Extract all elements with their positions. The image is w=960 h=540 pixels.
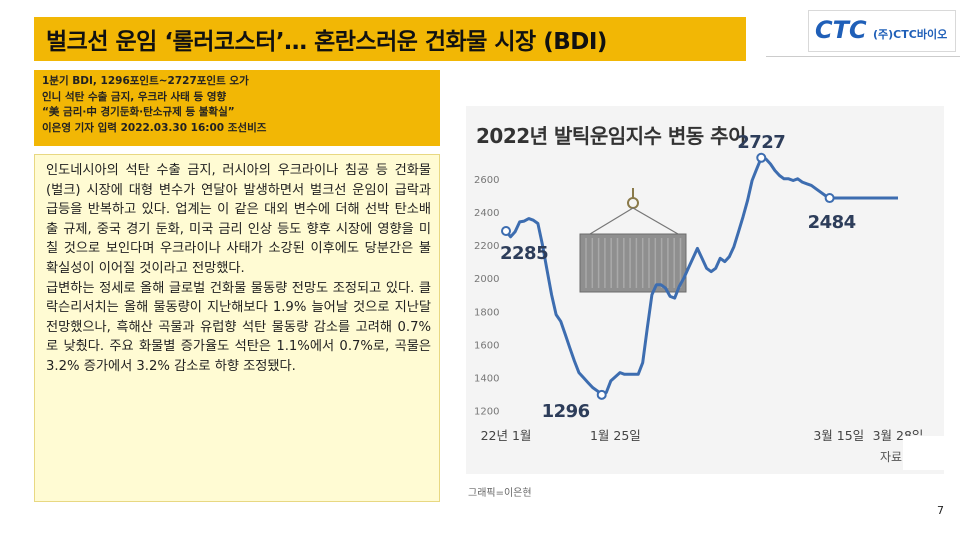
data-label: 2727 xyxy=(737,132,785,153)
data-annotations: 2285 1296 2727 2484 xyxy=(500,132,856,422)
chart-title: 2022년 발틱운임지수 변동 추이 xyxy=(476,124,746,148)
crane-hook-icon xyxy=(627,197,639,209)
logo-text: (주)CTC바이오 xyxy=(873,27,947,41)
article-source-box: 1분기 BDI, 1296포인트~2727포인트 오가 인니 석탄 수출 금지,… xyxy=(34,70,440,146)
x-tick-label: 1월 25일 xyxy=(590,428,641,443)
x-tick-label: 3월 15일 xyxy=(813,428,864,443)
article-body-box: 인도네시아의 석탄 수출 금지, 러시아의 우크라이나 침공 등 건화물 (벌크… xyxy=(34,154,440,502)
data-label: 1296 xyxy=(542,401,590,422)
body-paragraph: 인도네시아의 석탄 수출 금지, 러시아의 우크라이나 침공 등 건화물 (벌크… xyxy=(46,163,431,276)
slide-title-banner: 벌크선 운임 ‘롤러코스터’… 혼란스러운 건화물 시장 (BDI) xyxy=(34,17,746,61)
company-logo: CTC (주)CTC바이오 xyxy=(808,10,956,52)
y-tick-label: 2200 xyxy=(474,241,499,252)
bdi-series-line xyxy=(504,156,898,397)
y-tick-label: 2000 xyxy=(474,274,499,285)
data-point-marker xyxy=(596,389,607,400)
credit-mask xyxy=(903,436,944,470)
container-sling-right xyxy=(632,207,679,235)
body-paragraph: 급변하는 정세로 올해 글로벌 건화물 물동량 전망도 조정되고 있다. 클락슨… xyxy=(46,280,431,374)
y-tick-label: 1600 xyxy=(474,340,499,351)
y-tick-label: 1800 xyxy=(474,307,499,318)
y-tick-label: 1400 xyxy=(474,374,499,385)
source-line: 이은영 기자 입력 2022.03.30 16:00 조선비즈 xyxy=(42,121,267,134)
source-line: 1분기 BDI, 1296포인트~2727포인트 오가 xyxy=(42,75,249,87)
chart-canvas: 1200 1400 1600 1800 2000 2200 2400 2600 22년 1월 1… xyxy=(474,132,924,464)
x-axis: 22년 1월 1월 25일 3월 15일 3월 28일 xyxy=(481,428,924,443)
data-label: 2285 xyxy=(500,243,548,264)
container-illustration xyxy=(579,188,687,293)
container-sling-left xyxy=(589,207,634,235)
y-tick-label: 2600 xyxy=(474,175,499,186)
container-ribs xyxy=(585,238,682,288)
data-label: 2484 xyxy=(808,212,856,233)
cargo-container-icon xyxy=(579,233,687,293)
source-line: “美 금리·中 경기둔화·탄소규제 등 불확실” xyxy=(42,106,235,118)
logo-mark: CTC xyxy=(815,16,867,44)
bdi-chart: 2022년 발틱운임지수 변동 추이 1200 1400 1600 1800 2000 2… xyxy=(466,106,944,474)
x-tick-label: 22년 1월 xyxy=(481,428,532,443)
y-axis: 1200 1400 1600 1800 2000 2200 2400 2600 xyxy=(474,175,499,418)
data-point-marker xyxy=(501,225,511,236)
data-point-marker xyxy=(756,152,767,163)
source-label: 자료: xyxy=(880,450,906,464)
slide-title: 벌크선 운임 ‘롤러코스터’… 혼란스러운 건화물 시장 (BDI) xyxy=(46,29,607,55)
y-tick-label: 1200 xyxy=(474,407,499,418)
page-number: 7 xyxy=(937,504,944,517)
data-point-marker xyxy=(824,193,835,204)
ctc-logo-icon: CTC (주)CTC바이오 xyxy=(815,16,947,44)
title-divider xyxy=(766,56,960,57)
y-tick-label: 2400 xyxy=(474,208,499,219)
graphic-credit: 그래픽=이은현 xyxy=(468,488,532,499)
source-line: 인니 석탄 수출 금지, 우크라 사태 등 영향 xyxy=(42,90,227,103)
